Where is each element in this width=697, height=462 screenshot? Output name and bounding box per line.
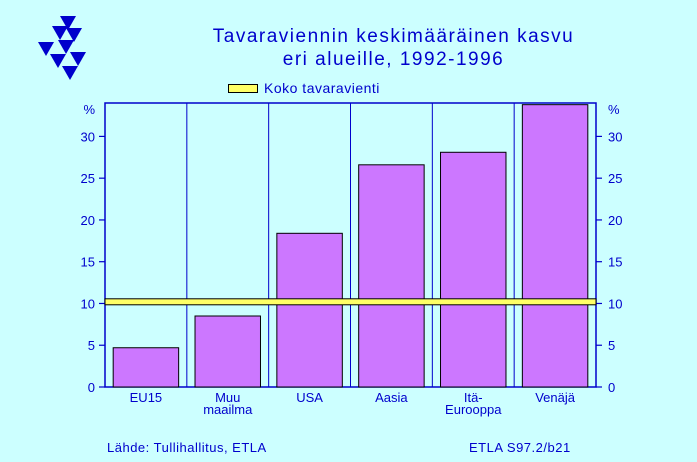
- bar: [194, 315, 261, 388]
- y-tick-label-right: 0: [608, 380, 615, 395]
- bar: [358, 164, 425, 388]
- y-tick-label-left: 15: [81, 255, 95, 270]
- x-tick-label: USA: [296, 390, 323, 405]
- bar: [521, 104, 589, 388]
- y-tick-label-left: 30: [81, 129, 95, 144]
- x-tick-label: EU15: [130, 390, 163, 405]
- chart-title-line-2: eri alueille, 1992-1996: [282, 49, 505, 70]
- y-tick-label-right: 10: [608, 296, 622, 311]
- etla-logo: [38, 16, 86, 80]
- y-tick-label-left: 10: [81, 296, 95, 311]
- chart-title-line-1: Tavaraviennin keskimääräinen kasvu: [212, 26, 575, 47]
- x-tick-label: Venäjä: [535, 390, 576, 405]
- y-tick-label-left: %: [83, 102, 95, 117]
- y-tick-label-right: 20: [608, 213, 622, 228]
- x-tick-label: maailma: [203, 402, 253, 417]
- y-tick-label-left: 20: [81, 213, 95, 228]
- legend-label: Koko tavaravienti: [264, 80, 380, 96]
- figure-code: ETLA S97.2/b21: [469, 440, 571, 455]
- y-tick-label-right: 5: [608, 338, 615, 353]
- y-tick-label-right: %: [608, 102, 620, 117]
- x-tick-label: Muu: [215, 390, 240, 405]
- bar: [440, 151, 507, 388]
- y-tick-label-left: 5: [88, 338, 95, 353]
- bar: [112, 347, 180, 388]
- y-tick-label-right: 15: [608, 255, 622, 270]
- x-tick-label: Itä-: [464, 390, 483, 405]
- y-tick-label-right: 30: [608, 129, 622, 144]
- legend-swatch: [228, 83, 258, 93]
- source-note: Lähde: Tullihallitus, ETLA: [107, 440, 267, 455]
- legend: Koko tavaravienti: [228, 79, 380, 97]
- bar: [276, 232, 343, 388]
- x-tick-label: Eurooppa: [445, 402, 502, 417]
- reference-line: [104, 298, 597, 306]
- y-tick-label-left: 0: [88, 380, 95, 395]
- y-tick-label-right: 25: [608, 171, 622, 186]
- y-tick-label-left: 25: [81, 171, 95, 186]
- x-tick-label: Aasia: [375, 390, 408, 405]
